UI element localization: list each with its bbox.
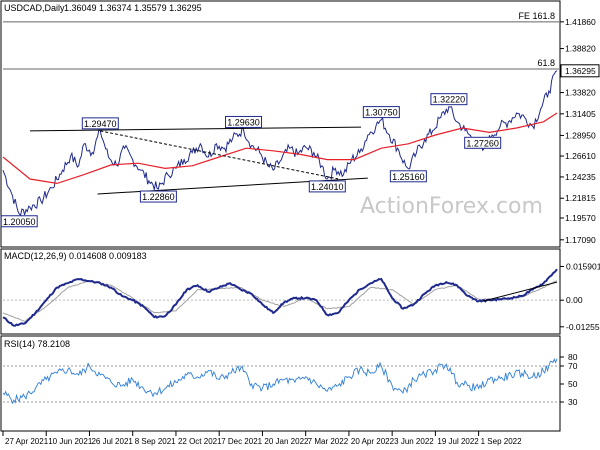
main-ytick-2: 1.36295 xyxy=(565,66,596,76)
swing-box-1 xyxy=(0,215,38,228)
fibonacci-lines: FE 161.8 61.8 xyxy=(3,11,559,70)
swing-label-4: 1.29630 xyxy=(227,117,260,127)
swing-label-8: 1.32220 xyxy=(433,95,466,105)
swing-label-3: 1.22860 xyxy=(142,192,175,202)
main-ytick-7: 1.24235 xyxy=(565,172,596,182)
main-ytick-5: 1.28950 xyxy=(565,130,596,140)
moving-average-line xyxy=(2,112,558,185)
fib-label-1: FE 161.8 xyxy=(518,11,555,21)
xtick-label-4: 22 Oct 2021 xyxy=(178,437,222,446)
rsi-layer xyxy=(2,358,559,405)
swing-label-1: 1.20050 xyxy=(3,217,36,227)
symbol-label: USDCAD,Daily xyxy=(4,3,65,13)
macd-layer xyxy=(2,268,559,327)
trendline-1 xyxy=(30,126,362,132)
rsi-panel xyxy=(0,335,561,432)
main-y-axis: 1.41860 1.38820 1.36295 1.33820 1.31405 1.289… xyxy=(560,17,600,245)
xtick-label-0: 27 Apr 2021 xyxy=(5,437,49,446)
main-ytick-9: 1.19570 xyxy=(565,213,596,223)
main-ytick-8: 1.21815 xyxy=(565,193,596,203)
xtick-label-6: 20 Jan 2022 xyxy=(264,437,309,446)
macd-label: MACD(12,26,9) 0.014608 0.009183 xyxy=(4,251,147,261)
xtick-label-2: 26 Jul 2021 xyxy=(91,437,133,446)
xtick-label-7: 7 Mar 2022 xyxy=(308,437,349,446)
swing-label-2: 1.29470 xyxy=(84,119,117,129)
rsi-line xyxy=(2,358,558,405)
rsi-ytick-3: 30 xyxy=(568,397,578,407)
swing-label-6: 1.30750 xyxy=(365,108,398,118)
main-ytick-6: 1.26610 xyxy=(565,151,596,161)
xtick-label-10: 19 Jul 2022 xyxy=(437,437,479,446)
main-ytick-4: 1.31405 xyxy=(565,109,596,119)
swing-box-9 xyxy=(464,136,502,149)
swing-box-6 xyxy=(362,106,400,119)
swing-box-5 xyxy=(308,180,346,193)
macd-ytick-0: 0.015901 xyxy=(566,261,600,271)
xtick-label-3: 8 Sep 2021 xyxy=(135,437,176,446)
macd-ytick-2: -0.012551 xyxy=(566,322,600,332)
x-axis: 27 Apr 2021 10 Jun 2021 26 Jul 2021 8 Sep 2… xyxy=(2,431,522,446)
macd-y-axis: 0.015901 0.00 -0.012551 xyxy=(560,261,600,332)
main-ytick-1: 1.38820 xyxy=(565,44,596,54)
main-layer xyxy=(2,70,558,217)
rsi-label: RSI(14) 78.2108 xyxy=(4,339,70,349)
swing-label-9: 1.27260 xyxy=(466,138,499,148)
xtick-label-9: 3 Jun 2022 xyxy=(394,437,434,446)
rsi-ytick-0: 80 xyxy=(568,352,578,362)
swing-label-5: 1.24010 xyxy=(311,182,344,192)
swing-label-7: 1.25160 xyxy=(392,172,425,182)
xtick-label-5: 7 Dec 2021 xyxy=(221,437,262,446)
xtick-label-11: 1 Sep 2022 xyxy=(481,437,522,446)
main-ytick-10: 1.17090 xyxy=(565,235,596,245)
swing-box-3 xyxy=(139,190,177,203)
main-ytick-0: 1.41860 xyxy=(565,17,596,27)
fib-label-2: 61.8 xyxy=(537,58,555,68)
swing-box-7 xyxy=(389,170,427,183)
trendline-3 xyxy=(100,130,339,180)
swing-box-8 xyxy=(430,93,468,106)
swing-box-4 xyxy=(225,115,263,128)
swing-box-2 xyxy=(81,117,119,130)
macd-panel xyxy=(0,248,561,335)
rsi-ytick-2: 50 xyxy=(568,379,578,389)
current-price-box xyxy=(560,64,600,78)
xtick-label-8: 20 Apr 2022 xyxy=(351,437,395,446)
ohlc-values: 1.36049 1.36374 1.35579 1.36295 xyxy=(64,3,202,13)
watermark: ActionForex.com xyxy=(360,194,543,219)
macd-trendline xyxy=(482,281,558,302)
swing-labels: 1.20050 1.29470 1.22860 1.29630 1.24010 1.307… xyxy=(0,93,502,228)
main-ytick-3: 1.33820 xyxy=(565,88,596,98)
rsi-ytick-1: 70 xyxy=(568,361,578,371)
xtick-label-1: 10 Jun 2021 xyxy=(48,437,93,446)
macd-line xyxy=(2,268,558,327)
macd-ytick-1: 0.00 xyxy=(566,295,583,305)
